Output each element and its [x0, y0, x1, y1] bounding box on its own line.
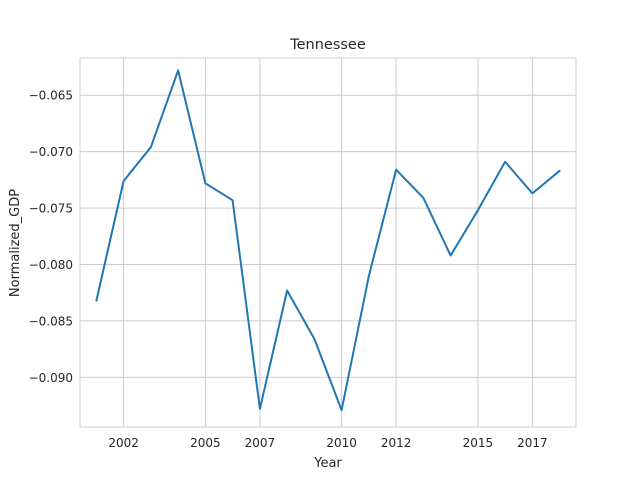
x-tick-label: 2012 [381, 436, 412, 450]
x-tick-label: 2017 [517, 436, 548, 450]
y-axis-ticks: −0.065 −0.070 −0.075 −0.080 −0.085 −0.090 [29, 89, 73, 385]
y-tick-label: −0.070 [29, 145, 73, 159]
x-tick-label: 2015 [463, 436, 494, 450]
y-tick-label: −0.065 [29, 89, 73, 103]
series-line-0 [95, 69, 561, 412]
x-tick-label: 2002 [108, 436, 139, 450]
plot-frame [79, 57, 577, 428]
x-axis-title: Year [313, 456, 342, 471]
y-tick-label: −0.075 [29, 202, 73, 216]
x-tick-label: 2010 [326, 436, 357, 450]
series-layer [95, 69, 561, 412]
y-axis-title: Normalized_GDP [8, 189, 23, 297]
x-axis-ticks: 2002 2005 2007 2010 2012 2015 2017 [108, 436, 547, 450]
y-tick-label: −0.090 [29, 371, 73, 385]
chart-title: Tennessee [289, 37, 366, 53]
grid [80, 58, 576, 427]
x-tick-label: 2005 [190, 436, 221, 450]
x-tick-label: 2007 [245, 436, 276, 450]
y-tick-label: −0.080 [29, 258, 73, 272]
y-tick-label: −0.085 [29, 314, 73, 328]
